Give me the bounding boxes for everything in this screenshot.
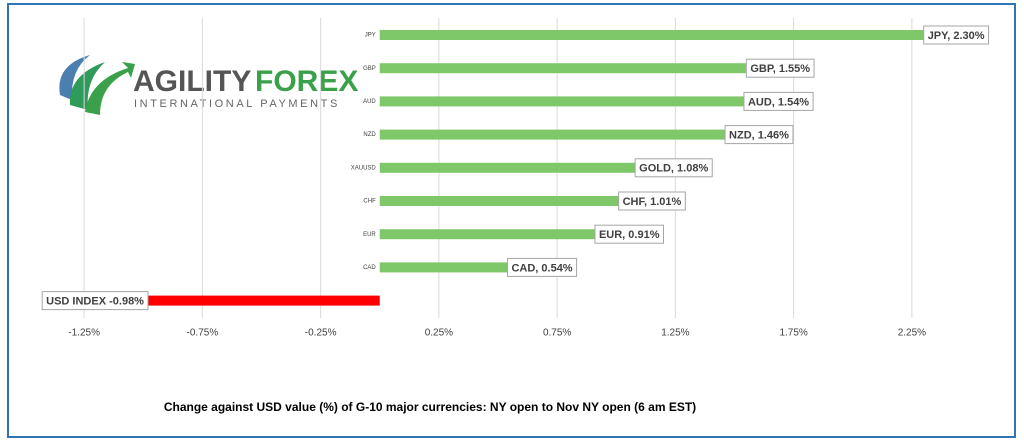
y-tick-label: GBP: [363, 66, 376, 72]
value-label-box: [594, 224, 664, 244]
y-tick-label: JPY: [365, 33, 376, 39]
bar: [379, 30, 924, 40]
bar: [379, 262, 508, 273]
bar: [379, 196, 619, 206]
logo-swoosh: [59, 55, 90, 100]
value-label-box: [506, 257, 578, 277]
value-label-box: [724, 125, 794, 145]
value-label-box: [634, 158, 713, 178]
logo-tagline: INTERNATIONAL PAYMENTS: [134, 98, 340, 110]
x-tick-label: -1.25%: [68, 328, 100, 339]
y-tick-label: EUR: [363, 232, 376, 238]
bar: [379, 229, 595, 240]
y-tick-label: CHF: [363, 199, 376, 205]
bar: [379, 129, 726, 140]
bar: [379, 162, 636, 173]
value-label: CAD, 0.54%: [511, 262, 572, 274]
y-tick-label: XAUUSD: [351, 165, 377, 171]
y-tick-label: NZD: [363, 132, 376, 138]
x-tick-label: 1.75%: [779, 328, 807, 339]
value-label: USD INDEX -0.98%: [46, 296, 144, 308]
y-tick-label: CAD: [363, 265, 376, 271]
value-label: CHF, 1.01%: [623, 196, 682, 208]
x-tick-label: -0.25%: [305, 328, 337, 339]
bar: [147, 295, 380, 306]
value-label: NZD, 1.46%: [729, 130, 789, 142]
x-tick-label: -0.75%: [187, 328, 219, 339]
value-label-box: [618, 191, 686, 211]
x-tick-label: 0.75%: [543, 328, 571, 339]
frame: [7, 3, 1016, 438]
logo: AGILITY FOREX INTERNATIONAL PAYMENTS: [59, 55, 358, 115]
value-label-box: [923, 25, 990, 45]
value-label-box: [745, 58, 815, 78]
x-tick-label: 2.25%: [898, 328, 926, 339]
bar: [379, 96, 744, 107]
caption: Change against USD value (%) of G-10 maj…: [164, 400, 696, 414]
value-label: JPY, 2.30%: [928, 30, 985, 42]
value-label-box: [41, 291, 149, 311]
value-label: GOLD, 1.08%: [639, 163, 708, 175]
x-tick-label: 1.25%: [661, 328, 689, 339]
logo-swoosh: [69, 62, 105, 110]
y-tick-label: AUD: [363, 99, 376, 105]
value-label: AUD, 1.54%: [748, 96, 809, 108]
logo-name: AGILITY: [133, 65, 251, 98]
bar: [379, 63, 747, 74]
value-label: GBP, 1.55%: [750, 63, 810, 75]
value-label-box: [743, 91, 814, 111]
value-label: EUR, 0.91%: [599, 229, 660, 241]
logo-arrow: [85, 62, 135, 115]
logo-name: FOREX: [255, 65, 358, 98]
x-tick-label: 0.25%: [425, 328, 453, 339]
